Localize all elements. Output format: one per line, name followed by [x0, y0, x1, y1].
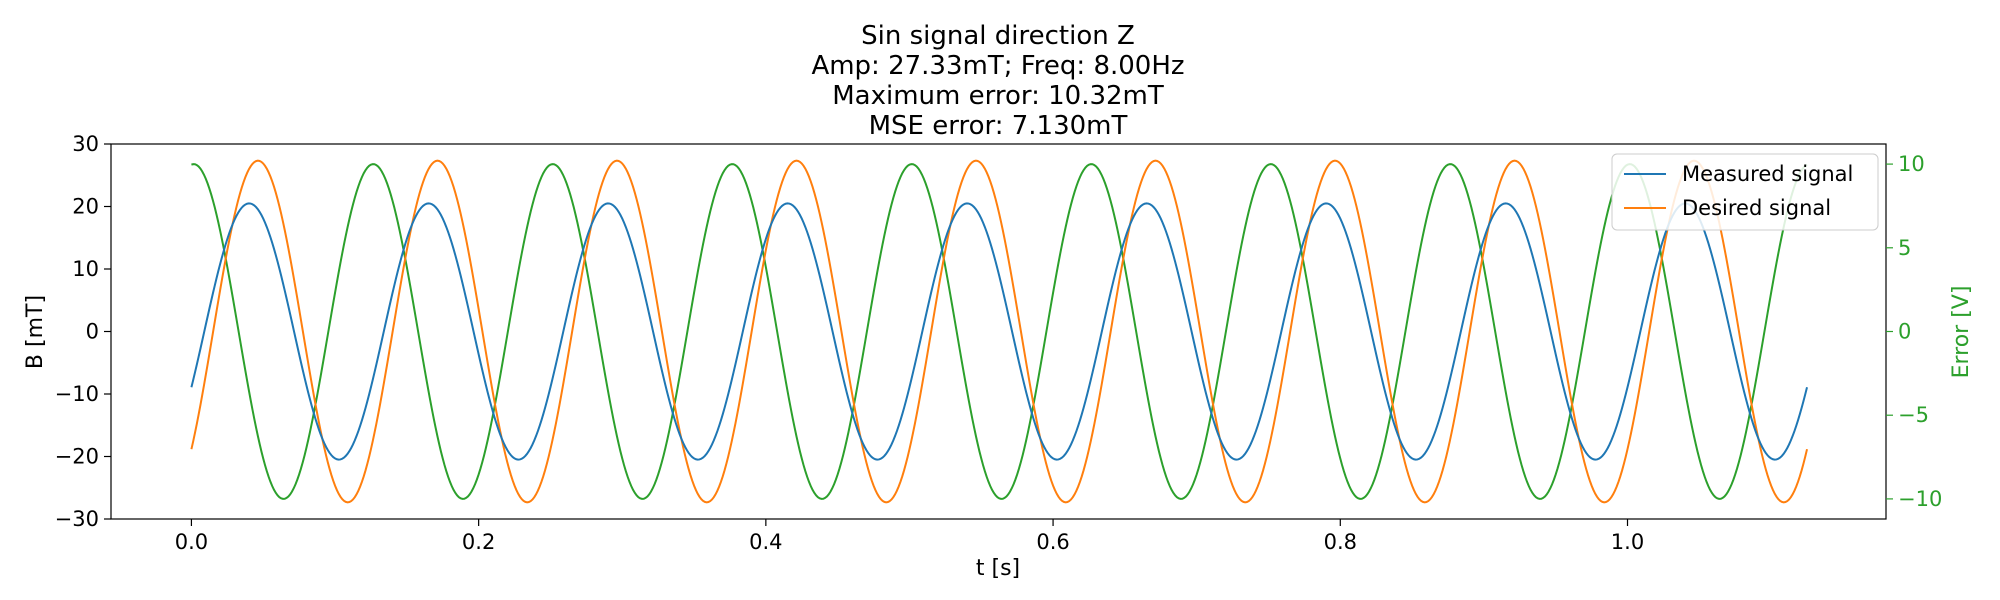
series-line-measured — [190, 202, 1808, 461]
series-line-desired — [190, 159, 1808, 504]
y-tick-label: −10 — [55, 382, 99, 406]
y2-tick-label: 5 — [1898, 236, 1911, 260]
y-tick-label: −30 — [55, 507, 99, 531]
x-tick-label: 0.6 — [1036, 530, 1069, 554]
title-line-1: Sin signal direction Z — [861, 21, 1135, 51]
x-axis-label: t [s] — [976, 556, 1020, 581]
x-tick-label: 0.4 — [749, 530, 782, 554]
x-tick-label: 0.8 — [1324, 530, 1357, 554]
y2-tick-label: 10 — [1898, 152, 1925, 176]
y2-axis-label: Error [V] — [1949, 286, 1974, 379]
y2-tick-label: −5 — [1898, 403, 1929, 427]
plot-lines — [190, 159, 1808, 504]
series-line-error — [191, 163, 1808, 500]
y-tick-label: 20 — [72, 195, 99, 219]
x-axis-ticks: 0.0 0.2 0.4 0.6 0.8 1.0 — [175, 519, 1644, 554]
chart-title: Sin signal direction Z Amp: 27.33mT; Fre… — [811, 21, 1184, 141]
legend-label-desired: Desired signal — [1682, 196, 1831, 220]
y-tick-label: 10 — [72, 257, 99, 281]
y-tick-label: 30 — [72, 132, 99, 156]
y-axis-label: B [mT] — [23, 295, 48, 369]
y-tick-label: −20 — [55, 445, 99, 469]
legend-box — [1611, 153, 1879, 231]
y-tick-label: 0 — [86, 320, 99, 344]
x-tick-label: 1.0 — [1611, 530, 1644, 554]
x-tick-label: 0.0 — [175, 530, 208, 554]
title-line-2: Amp: 27.33mT; Freq: 8.00Hz — [811, 51, 1184, 81]
legend: Measured signal Desired signal — [1611, 153, 1879, 231]
title-line-4: MSE error: 7.130mT — [869, 111, 1128, 141]
y2-tick-label: 0 — [1898, 320, 1911, 344]
legend-label-measured: Measured signal — [1682, 162, 1853, 186]
title-line-3: Maximum error: 10.32mT — [832, 81, 1164, 111]
y-axis-ticks: −30 −20 −10 0 10 20 30 — [55, 132, 111, 531]
x-tick-label: 0.2 — [462, 530, 495, 554]
y2-axis-ticks: −10 −5 0 5 10 — [1886, 152, 1942, 511]
y2-tick-label: −10 — [1898, 487, 1942, 511]
